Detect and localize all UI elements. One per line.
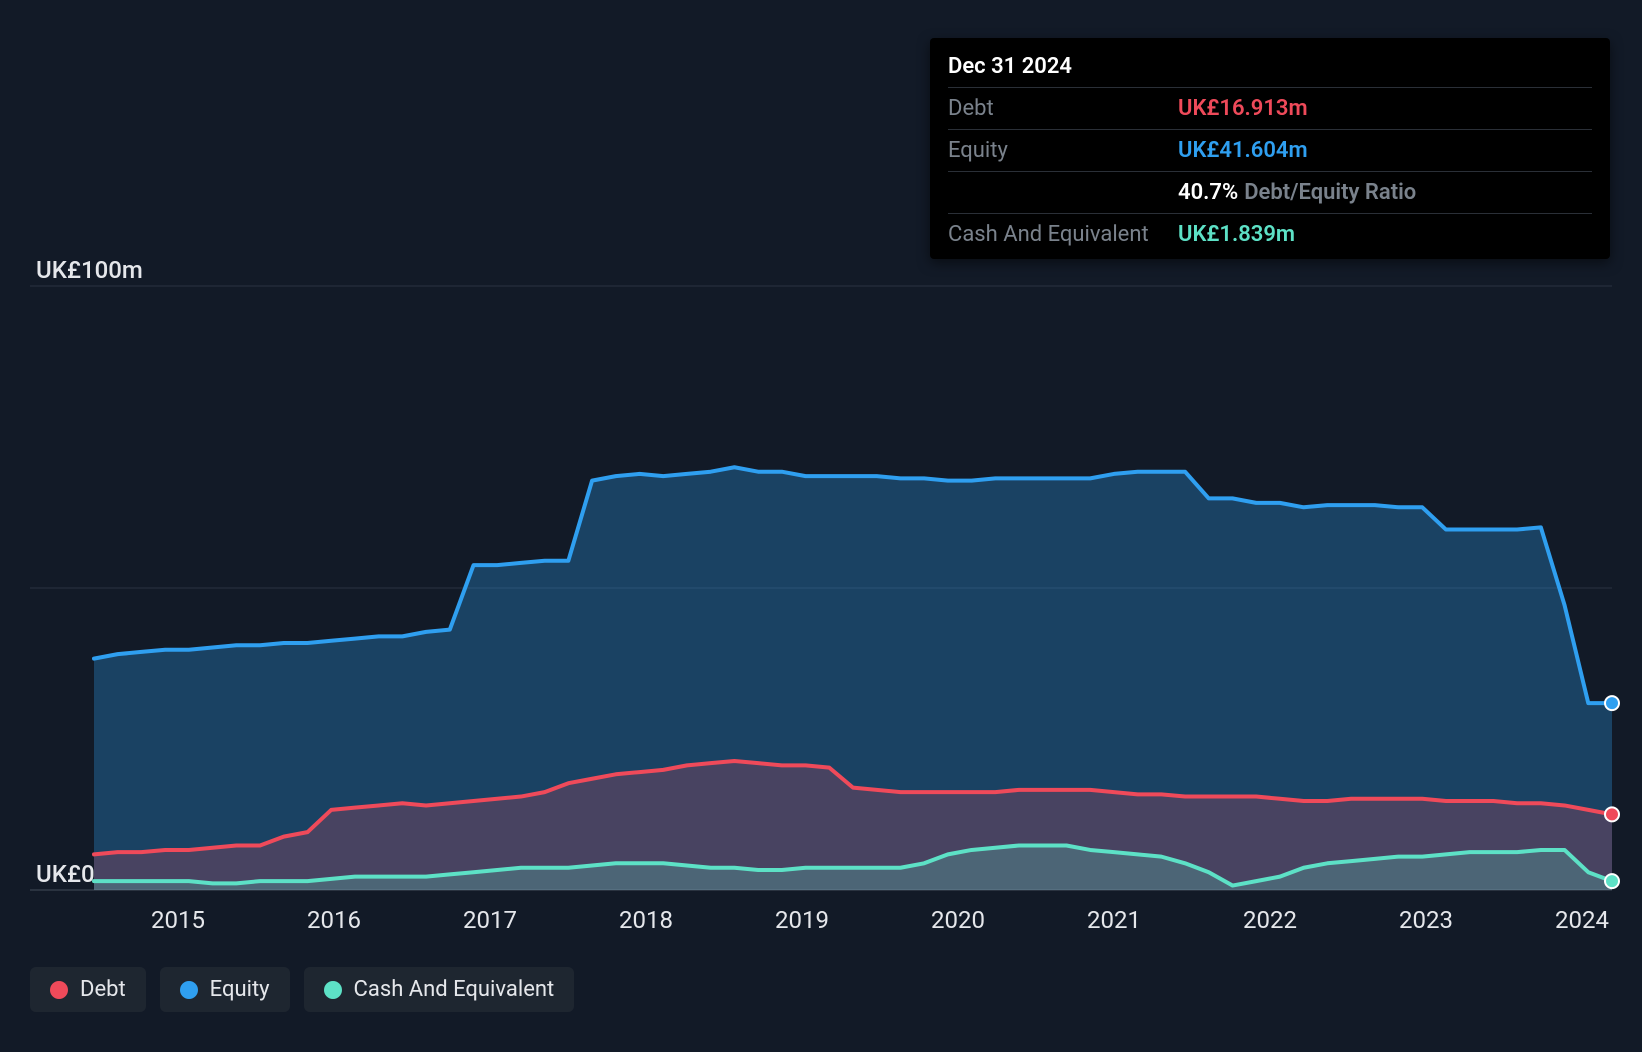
tooltip-panel: Dec 31 2024 Debt UK£16.913m Equity UK£41… bbox=[930, 38, 1610, 259]
legend-dot-icon bbox=[324, 981, 342, 999]
tooltip-date: Dec 31 2024 bbox=[948, 50, 1592, 83]
tooltip-row-equity: Equity UK£41.604m bbox=[948, 129, 1592, 171]
y-axis-label-0: UK£0 bbox=[36, 860, 95, 888]
tooltip-row-cash: Cash And Equivalent UK£1.839m bbox=[948, 213, 1592, 255]
tooltip-row-debt: Debt UK£16.913m bbox=[948, 87, 1592, 129]
svg-text:2020: 2020 bbox=[931, 906, 985, 934]
legend-dot-icon bbox=[180, 981, 198, 999]
svg-text:2022: 2022 bbox=[1243, 906, 1297, 934]
tooltip-label: Debt bbox=[948, 92, 1178, 125]
svg-text:2018: 2018 bbox=[619, 906, 673, 934]
y-axis-label-100m: UK£100m bbox=[36, 256, 143, 284]
tooltip-value: UK£16.913m bbox=[1178, 92, 1308, 125]
svg-text:2023: 2023 bbox=[1399, 906, 1453, 934]
financial-history-chart: 2015 2016 2017 2018 2019 2020 2021 2022 2023 2024… bbox=[0, 0, 1642, 1052]
svg-text:2015: 2015 bbox=[151, 906, 205, 934]
svg-text:2024: 2024 bbox=[1555, 906, 1609, 934]
legend-dot-icon bbox=[50, 981, 68, 999]
legend-item-equity[interactable]: Equity bbox=[160, 967, 290, 1012]
tooltip-value: 40.7% bbox=[1178, 176, 1238, 209]
tooltip-row-ratio: 40.7% Debt/Equity Ratio bbox=[948, 171, 1592, 213]
legend-label: Cash And Equivalent bbox=[354, 977, 555, 1002]
svg-text:2017: 2017 bbox=[463, 906, 517, 934]
legend-item-debt[interactable]: Debt bbox=[30, 967, 146, 1012]
legend-label: Debt bbox=[80, 977, 126, 1002]
svg-text:2019: 2019 bbox=[775, 906, 829, 934]
legend: Debt Equity Cash And Equivalent bbox=[30, 967, 574, 1012]
tooltip-value: UK£1.839m bbox=[1178, 218, 1295, 251]
legend-item-cash[interactable]: Cash And Equivalent bbox=[304, 967, 575, 1012]
tooltip-value: UK£41.604m bbox=[1178, 134, 1308, 167]
svg-text:2016: 2016 bbox=[307, 906, 361, 934]
tooltip-label bbox=[948, 176, 1178, 209]
legend-label: Equity bbox=[210, 977, 270, 1002]
svg-text:2021: 2021 bbox=[1087, 906, 1141, 934]
tooltip-label: Equity bbox=[948, 134, 1178, 167]
tooltip-suffix: Debt/Equity Ratio bbox=[1244, 176, 1416, 209]
tooltip-label: Cash And Equivalent bbox=[948, 218, 1178, 251]
